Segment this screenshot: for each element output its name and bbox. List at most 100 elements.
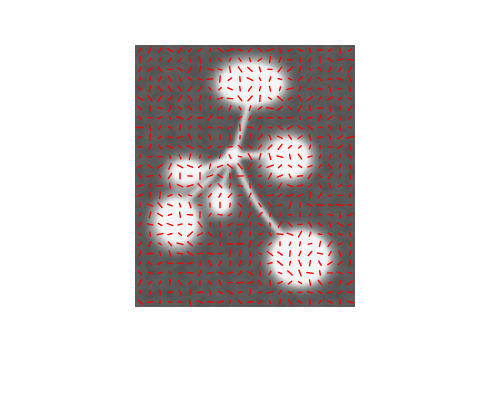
vector-glyph bbox=[326, 145, 334, 148]
vector-glyph bbox=[266, 164, 274, 169]
vector-glyph bbox=[216, 47, 224, 53]
vector-glyph bbox=[217, 290, 223, 295]
vector-glyph bbox=[148, 123, 152, 132]
vector-glyph bbox=[328, 182, 332, 189]
vector-glyph bbox=[208, 134, 212, 141]
vector-glyph bbox=[348, 115, 352, 120]
vector-glyph bbox=[327, 232, 333, 236]
vector-glyph bbox=[248, 133, 252, 142]
vector-glyph bbox=[226, 163, 234, 169]
vector-glyph bbox=[187, 194, 193, 197]
vector-glyph bbox=[277, 164, 283, 169]
vector-glyph bbox=[228, 57, 232, 62]
vector-glyph bbox=[339, 298, 341, 306]
vector-glyph bbox=[246, 77, 254, 82]
vector-glyph bbox=[187, 223, 193, 226]
vector-glyph bbox=[216, 173, 224, 179]
vector-glyph bbox=[257, 232, 263, 236]
vector-glyph bbox=[277, 125, 283, 130]
vector-glyph bbox=[146, 223, 154, 226]
vector-glyph bbox=[268, 279, 272, 286]
vector-glyph bbox=[246, 126, 254, 129]
vector-glyph bbox=[178, 289, 182, 295]
vector-glyph bbox=[226, 290, 234, 295]
vector-glyph bbox=[338, 46, 342, 54]
vector-glyph bbox=[317, 279, 323, 286]
vector-glyph bbox=[257, 252, 263, 255]
vector-glyph bbox=[207, 192, 213, 198]
vector-glyph bbox=[186, 250, 194, 257]
vector-glyph bbox=[147, 164, 153, 169]
vector-glyph bbox=[287, 164, 293, 168]
vector-glyph bbox=[336, 77, 344, 81]
vector-glyph bbox=[157, 47, 163, 53]
vector-glyph bbox=[246, 270, 254, 276]
vector-glyph bbox=[307, 155, 313, 158]
vector-glyph bbox=[268, 231, 272, 237]
vector-glyph bbox=[168, 162, 172, 170]
vector-glyph bbox=[308, 76, 312, 82]
vector-glyph bbox=[258, 164, 262, 169]
vector-glyph bbox=[287, 125, 293, 130]
vector-glyph bbox=[258, 124, 262, 131]
central-node bbox=[225, 147, 241, 163]
vector-glyph bbox=[268, 76, 272, 82]
vector-glyph bbox=[297, 95, 303, 102]
vector-glyph bbox=[287, 298, 293, 306]
vector-glyph bbox=[277, 143, 283, 151]
vector-glyph bbox=[137, 232, 143, 236]
vector-glyph bbox=[147, 116, 153, 119]
vector-glyph bbox=[267, 184, 273, 187]
vector-glyph bbox=[188, 280, 192, 285]
vector-glyph bbox=[297, 125, 303, 130]
vector-glyph bbox=[297, 164, 303, 169]
vector-glyph bbox=[208, 57, 212, 62]
vector-glyph bbox=[268, 85, 272, 92]
vector-glyph bbox=[347, 184, 353, 187]
vector-glyph bbox=[188, 201, 192, 209]
vector-glyph bbox=[327, 261, 333, 266]
vector-glyph bbox=[147, 271, 153, 275]
vector-glyph bbox=[187, 115, 193, 121]
vector-glyph bbox=[178, 202, 182, 208]
vector-glyph bbox=[217, 213, 223, 216]
vector-glyph bbox=[268, 242, 272, 246]
vector-glyph bbox=[178, 193, 182, 198]
vector-glyph bbox=[227, 213, 233, 217]
vector-glyph bbox=[228, 153, 232, 160]
vector-glyph bbox=[138, 212, 142, 217]
vector-glyph bbox=[347, 271, 353, 274]
vector-glyph bbox=[227, 125, 233, 130]
vector-glyph bbox=[327, 194, 333, 197]
vector-glyph bbox=[337, 271, 343, 275]
vector-glyph bbox=[208, 86, 212, 91]
vector-glyph bbox=[248, 288, 252, 297]
vector-glyph bbox=[257, 116, 263, 120]
vector-glyph bbox=[327, 203, 333, 207]
vector-glyph bbox=[338, 249, 342, 258]
vector-glyph bbox=[206, 78, 214, 81]
vector-glyph bbox=[297, 135, 303, 140]
vector-glyph bbox=[277, 66, 283, 73]
vector-glyph bbox=[306, 271, 314, 274]
vector-glyph bbox=[207, 155, 213, 159]
vector-glyph bbox=[157, 261, 163, 266]
vector-glyph bbox=[327, 115, 333, 121]
vector-glyph bbox=[197, 145, 203, 149]
vector-glyph bbox=[218, 241, 222, 247]
vector-glyph bbox=[288, 201, 292, 209]
vector-glyph bbox=[148, 84, 152, 93]
vector-glyph bbox=[138, 222, 142, 227]
vector-glyph bbox=[138, 76, 142, 82]
vector-glyph bbox=[138, 115, 142, 121]
vector-glyph bbox=[157, 222, 163, 227]
vector-glyph bbox=[217, 183, 223, 189]
vector-glyph bbox=[287, 144, 293, 150]
vector-glyph bbox=[328, 84, 332, 93]
vector-glyph bbox=[187, 47, 193, 53]
vector-glyph bbox=[167, 96, 173, 101]
vector-glyph bbox=[288, 260, 292, 266]
vector-glyph bbox=[266, 290, 274, 294]
vector-glyph bbox=[218, 57, 222, 62]
vector-glyph bbox=[137, 135, 143, 139]
